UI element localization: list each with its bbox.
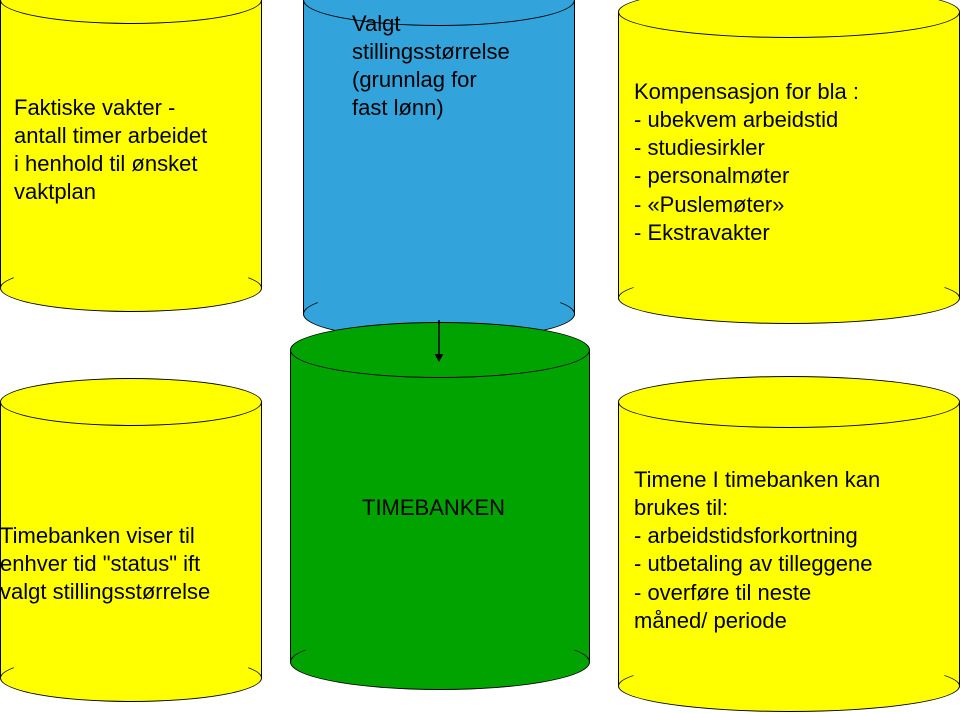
label-line: - ubekvem arbeidstid [634, 106, 960, 134]
arrow-down-icon [429, 310, 449, 372]
label-kompensasjon: Kompensasjon for bla :- ubekvem arbeidst… [634, 78, 960, 247]
label-line: fast lønn) [352, 94, 562, 122]
label-valgt-stillingsstorrelse: Valgtstillingsstørrelse(grunnlag forfast… [352, 10, 562, 123]
label-line: - Ekstravakter [634, 219, 960, 247]
label-line: - utbetaling av tilleggene [634, 550, 960, 578]
label-line: Timebanken viser til [0, 522, 262, 550]
label-line: - studiesirkler [634, 134, 960, 162]
label-line: stillingsstørrelse [352, 38, 562, 66]
label-line: enhver tid "status" ift [0, 550, 262, 578]
label-timebanken-status: Timebanken viser tilenhver tid "status" … [0, 522, 262, 606]
label-line: TIMEBANKEN [362, 494, 542, 522]
label-line: valgt stillingsstørrelse [0, 578, 262, 606]
label-line: Valgt [352, 10, 562, 38]
label-line: antall timer arbeidet [14, 122, 262, 150]
label-line: (grunnlag for [352, 66, 562, 94]
label-faktiske-vakter: Faktiske vakter -antall timer arbeideti … [14, 94, 262, 207]
label-line: - personalmøter [634, 162, 960, 190]
label-line: vaktplan [14, 178, 262, 206]
label-line: - «Puslemøter» [634, 191, 960, 219]
label-timene-brukes: Timene I timebanken kanbrukes til:- arbe… [634, 466, 960, 635]
label-line: - arbeidstidsforkortning [634, 522, 960, 550]
label-line: - overføre til neste [634, 579, 960, 607]
label-line: Faktiske vakter - [14, 94, 262, 122]
label-line: i henhold til ønsket [14, 150, 262, 178]
label-line: Kompensasjon for bla : [634, 78, 960, 106]
label-line: brukes til: [634, 494, 960, 522]
label-line: måned/ periode [634, 607, 960, 635]
label-timebanken-title: TIMEBANKEN [362, 494, 542, 522]
label-line: Timene I timebanken kan [634, 466, 960, 494]
